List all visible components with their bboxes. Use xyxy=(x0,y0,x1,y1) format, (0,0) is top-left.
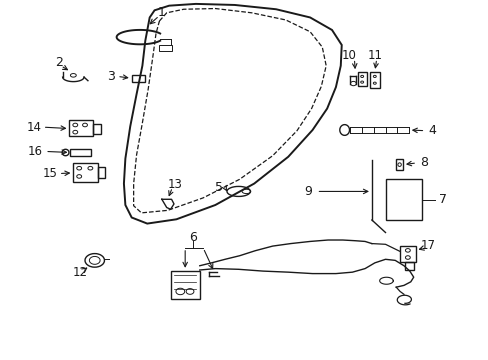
Text: 6: 6 xyxy=(189,231,197,244)
Text: 13: 13 xyxy=(168,178,183,191)
Bar xyxy=(369,72,379,88)
Text: 7: 7 xyxy=(438,193,446,206)
Bar xyxy=(170,271,200,298)
Text: 5: 5 xyxy=(215,181,223,194)
Text: 12: 12 xyxy=(73,266,87,279)
Text: 17: 17 xyxy=(420,239,435,252)
Bar xyxy=(385,179,421,220)
Bar xyxy=(404,262,413,270)
Text: 4: 4 xyxy=(427,124,435,137)
Text: 10: 10 xyxy=(341,49,356,62)
Bar xyxy=(357,72,366,86)
Text: 2: 2 xyxy=(55,56,62,69)
Text: 8: 8 xyxy=(420,156,427,169)
Bar xyxy=(131,75,145,82)
Text: 1: 1 xyxy=(158,6,165,19)
Bar xyxy=(399,246,415,262)
Bar xyxy=(69,120,93,136)
Bar xyxy=(73,163,98,182)
Text: 11: 11 xyxy=(366,49,382,62)
Text: 3: 3 xyxy=(107,70,115,83)
Bar xyxy=(395,159,402,170)
Bar xyxy=(70,149,91,157)
Text: 9: 9 xyxy=(304,185,312,198)
Text: 16: 16 xyxy=(28,145,43,158)
Bar xyxy=(98,167,105,178)
Bar xyxy=(159,45,171,51)
Text: 14: 14 xyxy=(27,121,42,134)
Text: 15: 15 xyxy=(42,167,57,180)
Bar xyxy=(93,123,101,134)
